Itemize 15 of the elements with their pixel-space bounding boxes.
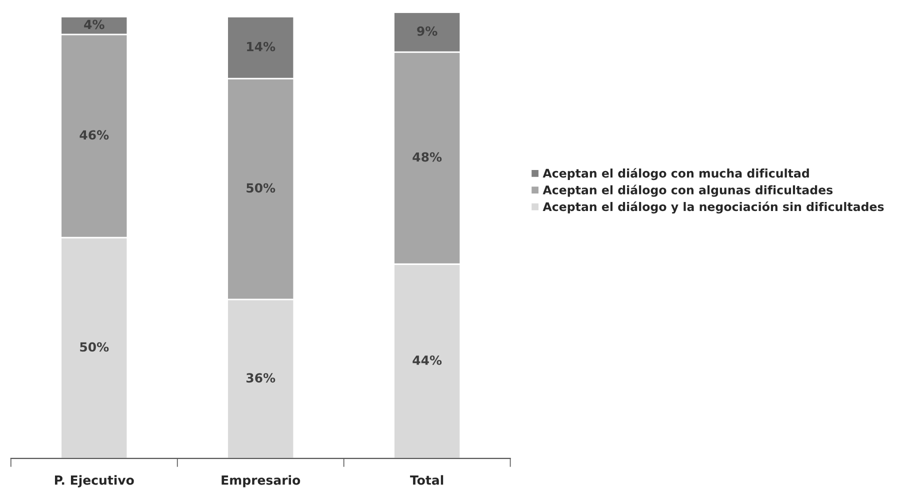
x-tick-label: P. Ejecutivo xyxy=(54,475,134,488)
data-label: 14% xyxy=(247,42,276,52)
x-tick-label: Total xyxy=(410,475,444,485)
data-label: 50% xyxy=(80,342,109,352)
legend-label: Aceptan el diálogo con algunas dificultades xyxy=(542,184,833,197)
data-label: 46% xyxy=(80,130,109,140)
data-label: 50% xyxy=(246,183,276,193)
data-label: 48% xyxy=(412,152,442,162)
data-label: 9% xyxy=(417,26,438,36)
data-label: 36% xyxy=(246,373,276,383)
data-label: 44% xyxy=(412,355,442,365)
x-tick-label: Empresario xyxy=(222,475,300,488)
legend-label: Aceptan el diálogo y la negociación sin dificultades xyxy=(542,202,884,214)
data-label: 4% xyxy=(84,20,104,30)
legend-label: Aceptan el diálogo con mucha dificultad xyxy=(542,168,809,180)
